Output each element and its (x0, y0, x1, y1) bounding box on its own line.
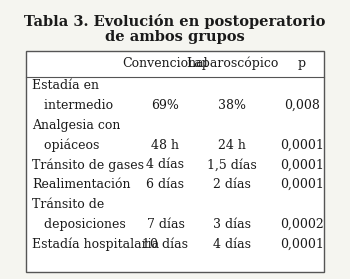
Text: 7 días: 7 días (147, 218, 184, 231)
Text: 69%: 69% (152, 99, 180, 112)
Text: 0,0002: 0,0002 (280, 218, 324, 231)
Text: deposiciones: deposiciones (32, 218, 126, 231)
Text: p: p (298, 57, 306, 70)
Text: opiáceos: opiáceos (32, 138, 100, 152)
Text: Laparoscópico: Laparoscópico (186, 57, 278, 70)
Text: 24 h: 24 h (218, 139, 246, 151)
Text: de ambos grupos: de ambos grupos (105, 30, 245, 44)
Text: 0,0001: 0,0001 (280, 237, 324, 251)
Text: 48 h: 48 h (152, 139, 180, 151)
Text: 2 días: 2 días (213, 178, 251, 191)
Text: Analgesia con: Analgesia con (32, 119, 121, 132)
Text: Convencional: Convencional (122, 57, 208, 70)
Text: Tránsito de: Tránsito de (32, 198, 105, 211)
Text: 6 días: 6 días (147, 178, 184, 191)
Text: 0,0001: 0,0001 (280, 178, 324, 191)
Text: Tránsito de gases: Tránsito de gases (32, 158, 144, 172)
Text: Estadía en: Estadía en (32, 79, 99, 92)
Text: intermedio: intermedio (32, 99, 113, 112)
Text: 0,0001: 0,0001 (280, 139, 324, 151)
Text: 1,5 días: 1,5 días (207, 158, 257, 171)
Text: 0,0001: 0,0001 (280, 158, 324, 171)
Text: 4 días: 4 días (213, 237, 251, 251)
Text: Estadía hospitalaria: Estadía hospitalaria (32, 237, 160, 251)
Text: 3 días: 3 días (213, 218, 251, 231)
Text: Realimentación: Realimentación (32, 178, 131, 191)
Text: 38%: 38% (218, 99, 246, 112)
Text: 10 días: 10 días (142, 237, 189, 251)
Text: 4 días: 4 días (147, 158, 184, 171)
Bar (26, 51, 324, 272)
Text: Tabla 3. Evolución en postoperatorio: Tabla 3. Evolución en postoperatorio (24, 14, 326, 29)
Text: 0,008: 0,008 (284, 99, 320, 112)
